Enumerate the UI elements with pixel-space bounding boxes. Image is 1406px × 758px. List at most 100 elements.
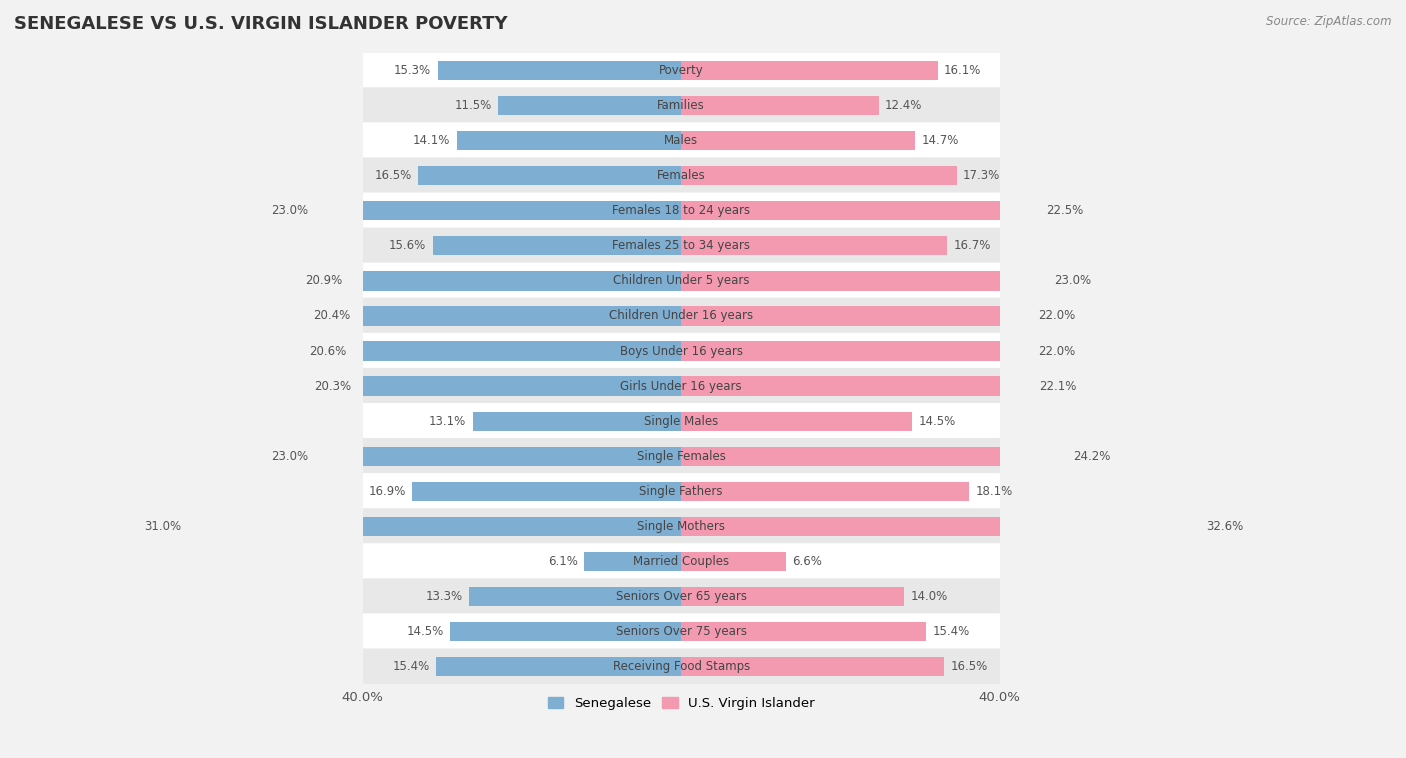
FancyBboxPatch shape xyxy=(363,87,1000,124)
FancyBboxPatch shape xyxy=(363,438,1000,475)
Text: 16.5%: 16.5% xyxy=(375,169,412,182)
Text: 15.4%: 15.4% xyxy=(932,625,970,638)
Bar xyxy=(359,377,681,396)
Text: 14.7%: 14.7% xyxy=(921,134,959,147)
Bar xyxy=(681,657,943,676)
Text: 16.5%: 16.5% xyxy=(950,660,987,673)
Text: 15.4%: 15.4% xyxy=(392,660,430,673)
Text: SENEGALESE VS U.S. VIRGIN ISLANDER POVERTY: SENEGALESE VS U.S. VIRGIN ISLANDER POVER… xyxy=(14,15,508,33)
FancyBboxPatch shape xyxy=(363,52,1000,89)
FancyBboxPatch shape xyxy=(363,193,1000,229)
Text: Females: Females xyxy=(657,169,706,182)
Bar xyxy=(681,96,879,115)
Text: Females 25 to 34 years: Females 25 to 34 years xyxy=(612,240,751,252)
Text: 23.0%: 23.0% xyxy=(271,449,308,463)
Bar xyxy=(419,166,681,185)
Text: Families: Families xyxy=(657,99,704,112)
Text: Single Females: Single Females xyxy=(637,449,725,463)
FancyBboxPatch shape xyxy=(363,403,1000,440)
Text: Poverty: Poverty xyxy=(659,64,703,77)
Text: 22.1%: 22.1% xyxy=(1039,380,1077,393)
Text: 20.4%: 20.4% xyxy=(312,309,350,322)
Text: Boys Under 16 years: Boys Under 16 years xyxy=(620,345,742,358)
Text: 18.1%: 18.1% xyxy=(976,485,1012,498)
Bar xyxy=(681,201,1039,221)
Text: 12.4%: 12.4% xyxy=(884,99,922,112)
Text: 15.6%: 15.6% xyxy=(389,240,426,252)
Bar xyxy=(681,166,956,185)
Text: 13.3%: 13.3% xyxy=(426,590,463,603)
FancyBboxPatch shape xyxy=(363,578,1000,615)
Text: Single Fathers: Single Fathers xyxy=(640,485,723,498)
Text: Children Under 5 years: Children Under 5 years xyxy=(613,274,749,287)
Text: Source: ZipAtlas.com: Source: ZipAtlas.com xyxy=(1267,15,1392,28)
Text: 14.5%: 14.5% xyxy=(918,415,956,428)
FancyBboxPatch shape xyxy=(363,227,1000,264)
FancyBboxPatch shape xyxy=(363,333,1000,369)
Bar xyxy=(681,341,1032,361)
Bar xyxy=(681,271,1047,290)
FancyBboxPatch shape xyxy=(363,298,1000,334)
Bar xyxy=(470,587,681,606)
FancyBboxPatch shape xyxy=(363,263,1000,299)
Text: 6.1%: 6.1% xyxy=(548,555,578,568)
Text: Single Males: Single Males xyxy=(644,415,718,428)
Bar xyxy=(681,306,1032,326)
FancyBboxPatch shape xyxy=(363,368,1000,404)
Text: Seniors Over 75 years: Seniors Over 75 years xyxy=(616,625,747,638)
Text: 6.6%: 6.6% xyxy=(793,555,823,568)
FancyBboxPatch shape xyxy=(363,613,1000,650)
Bar xyxy=(315,446,681,466)
Text: 23.0%: 23.0% xyxy=(1053,274,1091,287)
Bar xyxy=(583,552,681,571)
Text: 13.1%: 13.1% xyxy=(429,415,467,428)
Text: 31.0%: 31.0% xyxy=(143,520,181,533)
Text: 20.9%: 20.9% xyxy=(305,274,342,287)
Bar xyxy=(349,271,681,290)
Text: 20.6%: 20.6% xyxy=(309,345,347,358)
Text: 15.3%: 15.3% xyxy=(394,64,432,77)
Text: Married Couples: Married Couples xyxy=(633,555,730,568)
Bar xyxy=(681,61,938,80)
Bar xyxy=(681,552,786,571)
Text: Females 18 to 24 years: Females 18 to 24 years xyxy=(612,204,751,218)
Bar xyxy=(498,96,681,115)
Text: Seniors Over 65 years: Seniors Over 65 years xyxy=(616,590,747,603)
Text: Males: Males xyxy=(664,134,699,147)
Text: Single Mothers: Single Mothers xyxy=(637,520,725,533)
Text: Girls Under 16 years: Girls Under 16 years xyxy=(620,380,742,393)
Text: 14.0%: 14.0% xyxy=(911,590,948,603)
Text: 16.7%: 16.7% xyxy=(953,240,991,252)
Bar xyxy=(681,481,969,501)
Legend: Senegalese, U.S. Virgin Islander: Senegalese, U.S. Virgin Islander xyxy=(543,692,820,716)
FancyBboxPatch shape xyxy=(363,649,1000,685)
Text: 22.0%: 22.0% xyxy=(1038,309,1076,322)
Bar xyxy=(681,131,915,150)
Bar xyxy=(437,61,681,80)
Bar xyxy=(457,131,681,150)
Bar xyxy=(353,341,681,361)
Text: 17.3%: 17.3% xyxy=(963,169,1000,182)
Bar xyxy=(681,622,927,641)
Text: 14.1%: 14.1% xyxy=(413,134,450,147)
FancyBboxPatch shape xyxy=(363,508,1000,545)
Text: 14.5%: 14.5% xyxy=(406,625,444,638)
Bar xyxy=(187,517,681,536)
Bar xyxy=(436,657,681,676)
Bar xyxy=(681,587,904,606)
Bar xyxy=(356,306,681,326)
Bar xyxy=(681,236,948,255)
Bar xyxy=(472,412,681,431)
Text: 32.6%: 32.6% xyxy=(1206,520,1244,533)
Text: Receiving Food Stamps: Receiving Food Stamps xyxy=(613,660,749,673)
Text: 23.0%: 23.0% xyxy=(271,204,308,218)
Text: 16.9%: 16.9% xyxy=(368,485,406,498)
Text: 22.0%: 22.0% xyxy=(1038,345,1076,358)
Bar xyxy=(315,201,681,221)
Bar xyxy=(412,481,681,501)
Bar xyxy=(681,517,1201,536)
Text: 24.2%: 24.2% xyxy=(1073,449,1111,463)
Text: 20.3%: 20.3% xyxy=(315,380,352,393)
FancyBboxPatch shape xyxy=(363,543,1000,580)
Text: 16.1%: 16.1% xyxy=(943,64,981,77)
